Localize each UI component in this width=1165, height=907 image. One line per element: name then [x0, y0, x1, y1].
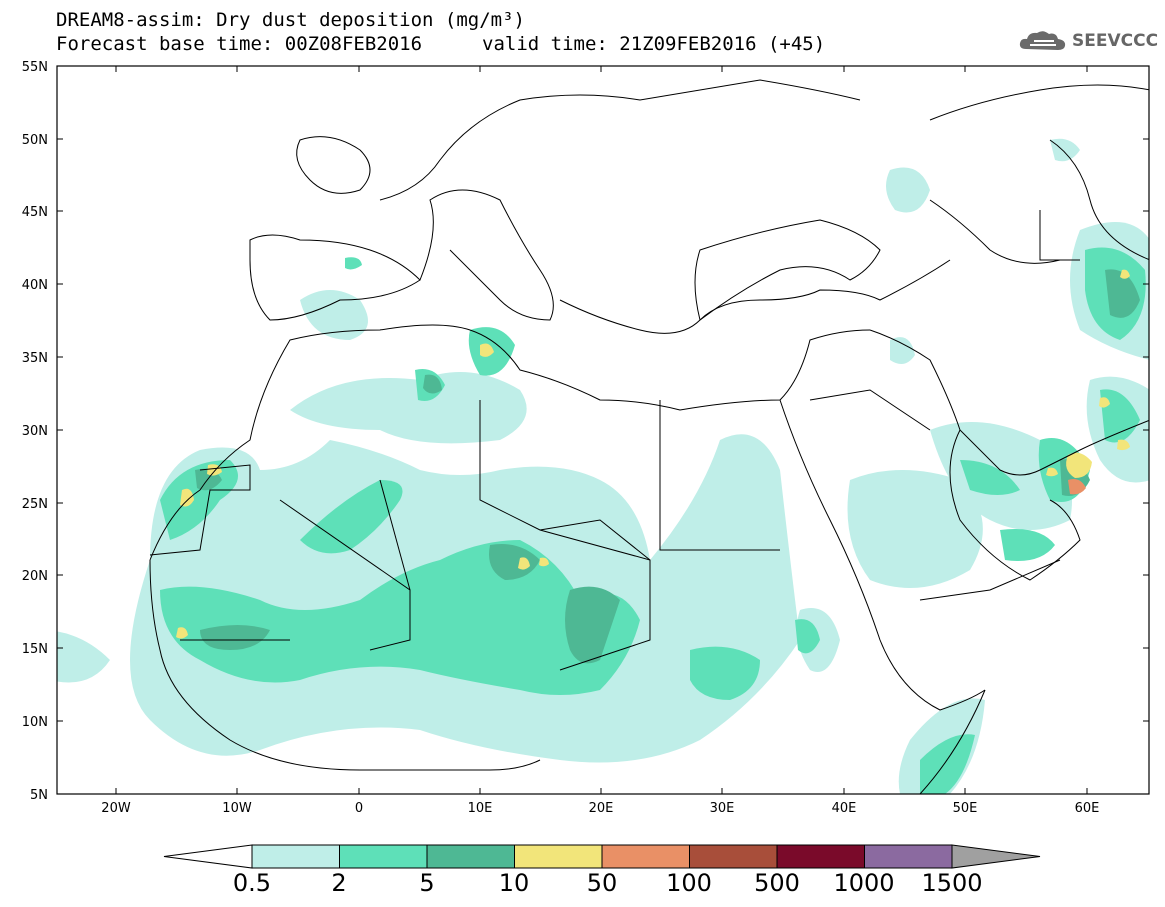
legend-label: 1000	[833, 869, 894, 897]
valid-time: valid time: 21Z09FEB2016 (+45)	[482, 33, 826, 55]
lon-label: 10W	[222, 801, 252, 816]
logo-text: SEEVCCC	[1072, 31, 1159, 51]
forecast-base-time: Forecast base time: 00Z08FEB2016	[56, 33, 423, 55]
coastlines	[149, 79, 1149, 794]
dust-deposition-field	[57, 138, 1149, 794]
latitude-labels: 55N 50N 45N 40N 35N 30N 25N 20N 15N 10N …	[22, 60, 48, 803]
lat-label: 5N	[30, 788, 48, 803]
legend-swatch	[776, 844, 865, 869]
lat-label: 40N	[22, 278, 48, 293]
lat-label: 45N	[22, 205, 48, 220]
cloud-icon	[1019, 31, 1066, 50]
lat-label: 30N	[22, 424, 48, 439]
legend-label: 10	[499, 869, 530, 897]
lat-label: 25N	[22, 497, 48, 512]
lon-label: 10E	[468, 801, 493, 816]
legend-label: 50	[587, 869, 618, 897]
legend-swatch	[251, 844, 340, 869]
legend-label: 0.5	[233, 869, 271, 897]
legend-under-arrow	[163, 844, 253, 869]
lat-label: 50N	[22, 133, 48, 148]
lon-label: 60E	[1075, 801, 1100, 816]
lat-label: 55N	[22, 60, 48, 75]
legend-label: 100	[666, 869, 712, 897]
legend-swatch	[864, 844, 953, 869]
lat-label: 35N	[22, 351, 48, 366]
legend-swatch	[339, 844, 428, 869]
lon-label: 0	[355, 801, 363, 816]
legend-swatch	[514, 844, 603, 869]
color-legend	[163, 844, 1041, 869]
legend-swatch	[601, 844, 690, 869]
lon-label: 30E	[710, 801, 735, 816]
axis-ticks	[57, 65, 1149, 795]
longitude-labels: 20W 10W 0 10E 20E 30E 40E 50E 60E	[101, 801, 1099, 816]
legend-labels: 0.5 2 5 10 50 100 500 1000 1500	[233, 869, 983, 897]
seevccc-logo: SEEVCCC	[1018, 28, 1158, 54]
map-title: DREAM8-assim: Dry dust deposition (mg/m³…	[56, 9, 525, 31]
legend-swatch	[689, 844, 778, 869]
lat-label: 20N	[22, 569, 48, 584]
legend-label: 500	[754, 869, 800, 897]
lon-label: 20E	[589, 801, 614, 816]
lon-label: 50E	[953, 801, 978, 816]
legend-label: 5	[419, 869, 434, 897]
legend-over-arrow	[951, 844, 1041, 869]
lon-label: 40E	[832, 801, 857, 816]
legend-label: 1500	[921, 869, 982, 897]
lat-label: 15N	[22, 642, 48, 657]
legend-swatch	[426, 844, 515, 869]
legend-label: 2	[331, 869, 346, 897]
lat-label: 10N	[22, 715, 48, 730]
lon-label: 20W	[101, 801, 131, 816]
